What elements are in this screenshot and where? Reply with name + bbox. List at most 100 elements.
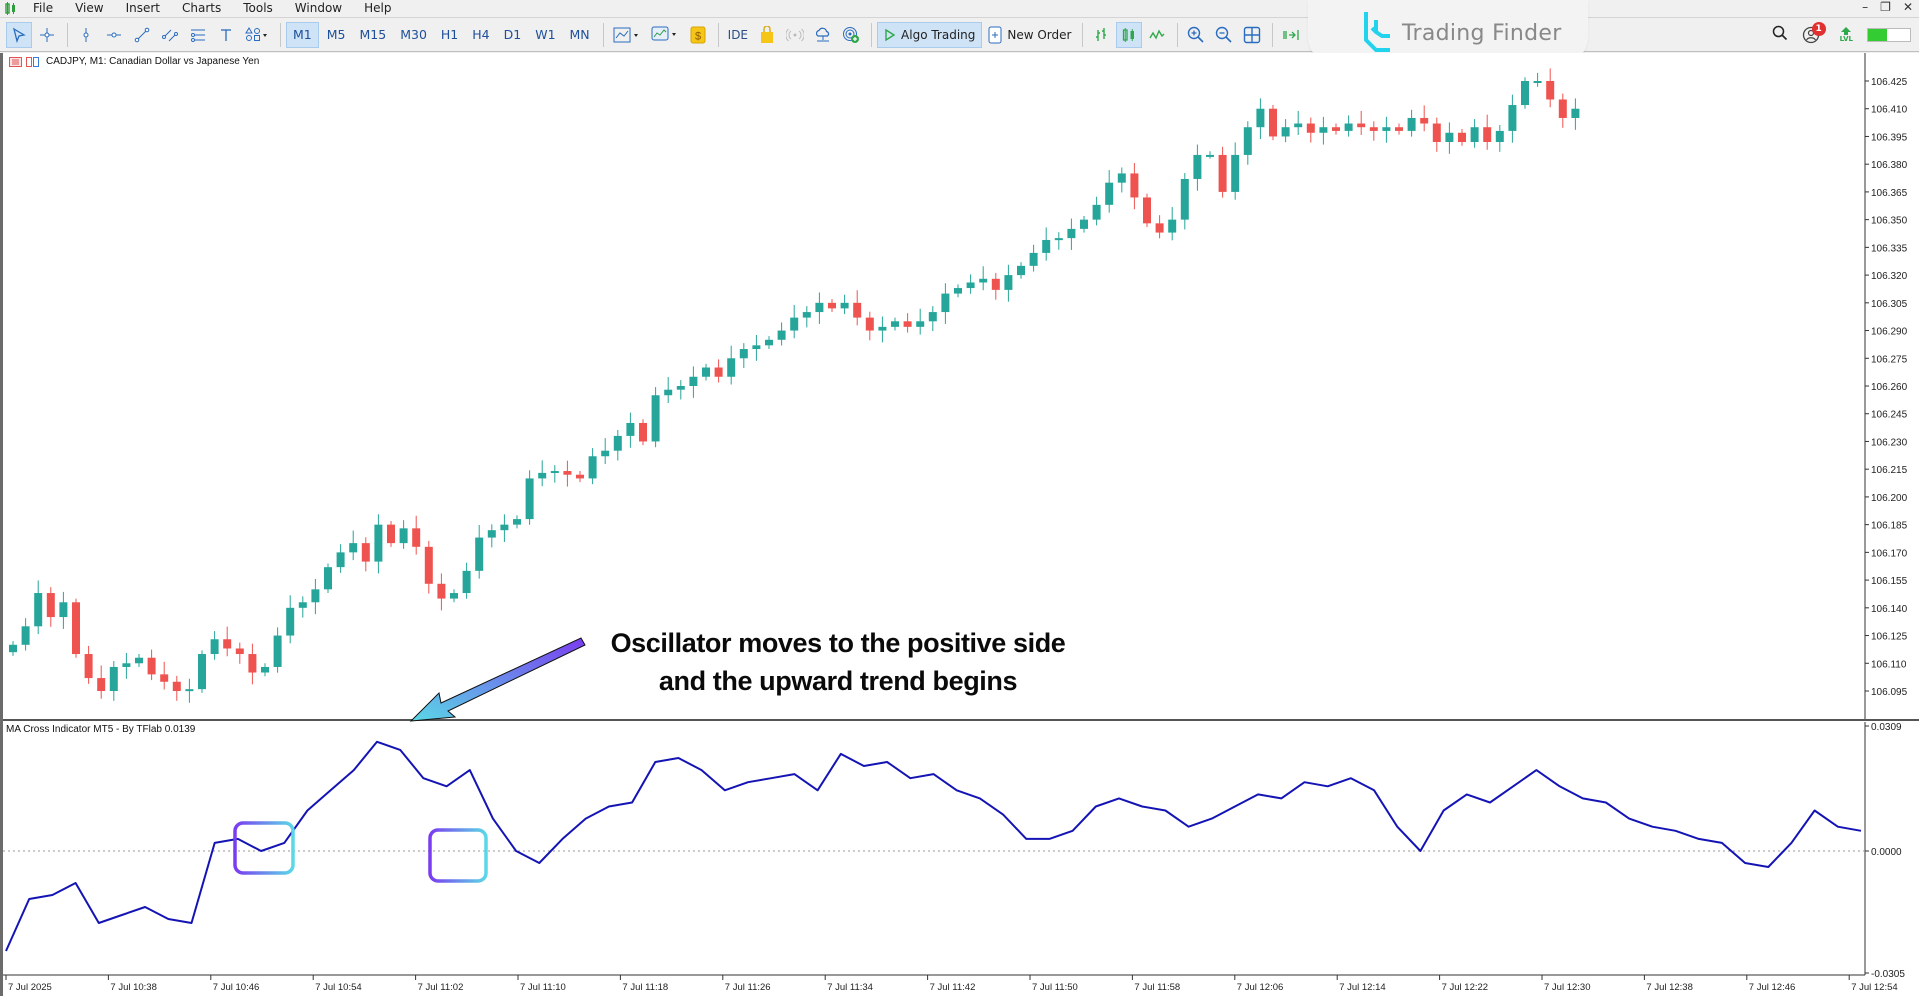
level-progress-bar xyxy=(1867,27,1911,42)
timeframe-m1[interactable]: M1 xyxy=(286,21,319,48)
minimize-button[interactable]: – xyxy=(1862,0,1869,14)
svg-text:106.170: 106.170 xyxy=(1871,548,1908,559)
chart-window[interactable]: CADJPY, M1: Canadian Dollar vs Japanese … xyxy=(0,53,1919,996)
timeframe-m15[interactable]: M15 xyxy=(359,27,387,42)
bar-chart-button[interactable] xyxy=(1088,22,1114,48)
menu-tools[interactable]: Tools xyxy=(243,1,273,15)
svg-text:106.185: 106.185 xyxy=(1871,521,1908,532)
svg-text:7 Jul 11:42: 7 Jul 11:42 xyxy=(930,982,976,993)
cloud-icon xyxy=(816,27,830,41)
trendline-tool-button[interactable] xyxy=(129,22,155,48)
play-icon xyxy=(885,28,896,41)
price-axis: 106.425 106.410 106.395 106.380 106.365 106.3… xyxy=(1865,77,1908,698)
trading-finder-logo-icon xyxy=(1364,12,1390,52)
zoom-in-button[interactable] xyxy=(1183,22,1209,48)
new-order-button[interactable]: New Order xyxy=(984,22,1075,48)
svg-text:106.350: 106.350 xyxy=(1871,216,1908,227)
account-button[interactable]: 1 xyxy=(1802,21,1826,44)
svg-text:7 Jul 12:30: 7 Jul 12:30 xyxy=(1544,982,1590,993)
auto-scroll-button[interactable] xyxy=(1278,22,1304,48)
svg-text:106.215: 106.215 xyxy=(1871,465,1908,476)
annotation-text: Oscillator moves to the positive side an… xyxy=(588,624,1088,700)
timeframe-m5[interactable]: M5 xyxy=(326,27,346,42)
svg-text:7 Jul 11:58: 7 Jul 11:58 xyxy=(1134,982,1180,993)
svg-text:106.230: 106.230 xyxy=(1871,437,1908,448)
svg-text:7 Jul 11:26: 7 Jul 11:26 xyxy=(725,982,771,993)
menu-bar: File View Insert Charts Tools Window Hel… xyxy=(0,0,1919,17)
svg-text:7 Jul 12:46: 7 Jul 12:46 xyxy=(1749,982,1795,993)
candlestick-chart-button[interactable] xyxy=(1116,21,1143,48)
menu-help[interactable]: Help xyxy=(364,1,392,15)
candlesticks xyxy=(9,68,1580,703)
subscriptions-button[interactable] xyxy=(838,22,864,48)
vertical-line-icon xyxy=(83,27,89,42)
zoom-out-button[interactable] xyxy=(1211,22,1237,48)
timeframe-w1[interactable]: W1 xyxy=(535,27,556,42)
zoom-in-icon xyxy=(1188,26,1205,43)
svg-text:7 Jul 11:10: 7 Jul 11:10 xyxy=(520,982,566,993)
toolbar-separator xyxy=(1082,22,1084,47)
svg-text:7 Jul 10:54: 7 Jul 10:54 xyxy=(315,982,361,993)
price-chart[interactable]: 106.425 106.410 106.395 106.380 106.365 106.3… xyxy=(3,53,1919,996)
level-indicator[interactable]: LVL xyxy=(1840,26,1853,43)
svg-text:106.245: 106.245 xyxy=(1871,410,1908,421)
timeframe-m30[interactable]: M30 xyxy=(400,27,427,42)
svg-text:106.395: 106.395 xyxy=(1871,132,1908,143)
vps-button[interactable] xyxy=(810,22,836,48)
close-button[interactable]: ✕ xyxy=(1902,0,1913,14)
indicators-button[interactable] xyxy=(609,22,645,48)
search-button[interactable] xyxy=(1772,25,1788,45)
text-tool-button[interactable] xyxy=(213,22,239,48)
svg-text:7 Jul 11:34: 7 Jul 11:34 xyxy=(827,982,873,993)
highlight-box-2 xyxy=(428,828,488,883)
chart-title-text: CADJPY, M1: Canadian Dollar vs Japanese … xyxy=(46,56,260,67)
right-controls: 1 LVL xyxy=(1772,17,1911,52)
svg-text:106.125: 106.125 xyxy=(1871,632,1908,643)
fibonacci-icon xyxy=(191,29,205,42)
svg-text:7 Jul 12:38: 7 Jul 12:38 xyxy=(1646,982,1692,993)
algo-trading-button[interactable]: Algo Trading xyxy=(877,21,983,48)
toolbar-separator xyxy=(67,22,68,47)
horizontal-line-tool-button[interactable] xyxy=(101,22,127,48)
svg-text:7 Jul 12:22: 7 Jul 12:22 xyxy=(1442,982,1488,993)
shopping-bag-icon xyxy=(761,25,774,43)
templates-button[interactable] xyxy=(647,22,683,48)
cursor-tool-button[interactable] xyxy=(6,21,32,48)
svg-text:106.425: 106.425 xyxy=(1871,77,1908,88)
text-icon xyxy=(221,28,231,41)
menu-charts[interactable]: Charts xyxy=(182,1,222,15)
timeframe-d1[interactable]: D1 xyxy=(503,27,522,42)
app-logo-icon xyxy=(0,0,22,17)
trendline-icon xyxy=(134,27,150,42)
broadcast-icon xyxy=(786,28,805,41)
shapes-tool-button[interactable] xyxy=(241,22,273,48)
channel-icon xyxy=(162,29,178,41)
menu-insert[interactable]: Insert xyxy=(125,1,160,15)
menu-file[interactable]: File xyxy=(33,1,54,15)
tile-windows-button[interactable] xyxy=(1239,22,1265,48)
timeframe-h4[interactable]: H4 xyxy=(472,27,490,42)
brand-name: Trading Finder xyxy=(1402,20,1562,46)
svg-text:7 Jul 12:06: 7 Jul 12:06 xyxy=(1237,982,1283,993)
chart-template-icon xyxy=(26,56,39,67)
line-chart-button[interactable] xyxy=(1144,22,1170,48)
dollar-icon: $ xyxy=(690,26,706,43)
timeframe-h1[interactable]: H1 xyxy=(440,27,459,42)
vertical-line-tool-button[interactable] xyxy=(73,22,99,48)
annotation-arrow-icon xyxy=(409,637,586,722)
market-button[interactable]: $ xyxy=(685,22,711,48)
timeframe-mn[interactable]: MN xyxy=(569,27,590,42)
signals-button[interactable] xyxy=(782,22,808,48)
fibonacci-tool-button[interactable] xyxy=(185,22,211,48)
restore-button[interactable]: ❐ xyxy=(1880,0,1891,14)
svg-text:0.0000: 0.0000 xyxy=(1871,847,1902,858)
menu-window[interactable]: Window xyxy=(294,1,343,15)
radar-add-icon xyxy=(843,26,860,43)
menu-view[interactable]: View xyxy=(75,1,104,15)
channel-tool-button[interactable] xyxy=(157,22,183,48)
ide-button[interactable]: IDE xyxy=(727,27,749,42)
svg-text:106.140: 106.140 xyxy=(1871,604,1908,615)
svg-text:7 Jul 11:50: 7 Jul 11:50 xyxy=(1032,982,1078,993)
crosshair-tool-button[interactable] xyxy=(34,22,60,48)
shop-button[interactable] xyxy=(754,22,780,48)
